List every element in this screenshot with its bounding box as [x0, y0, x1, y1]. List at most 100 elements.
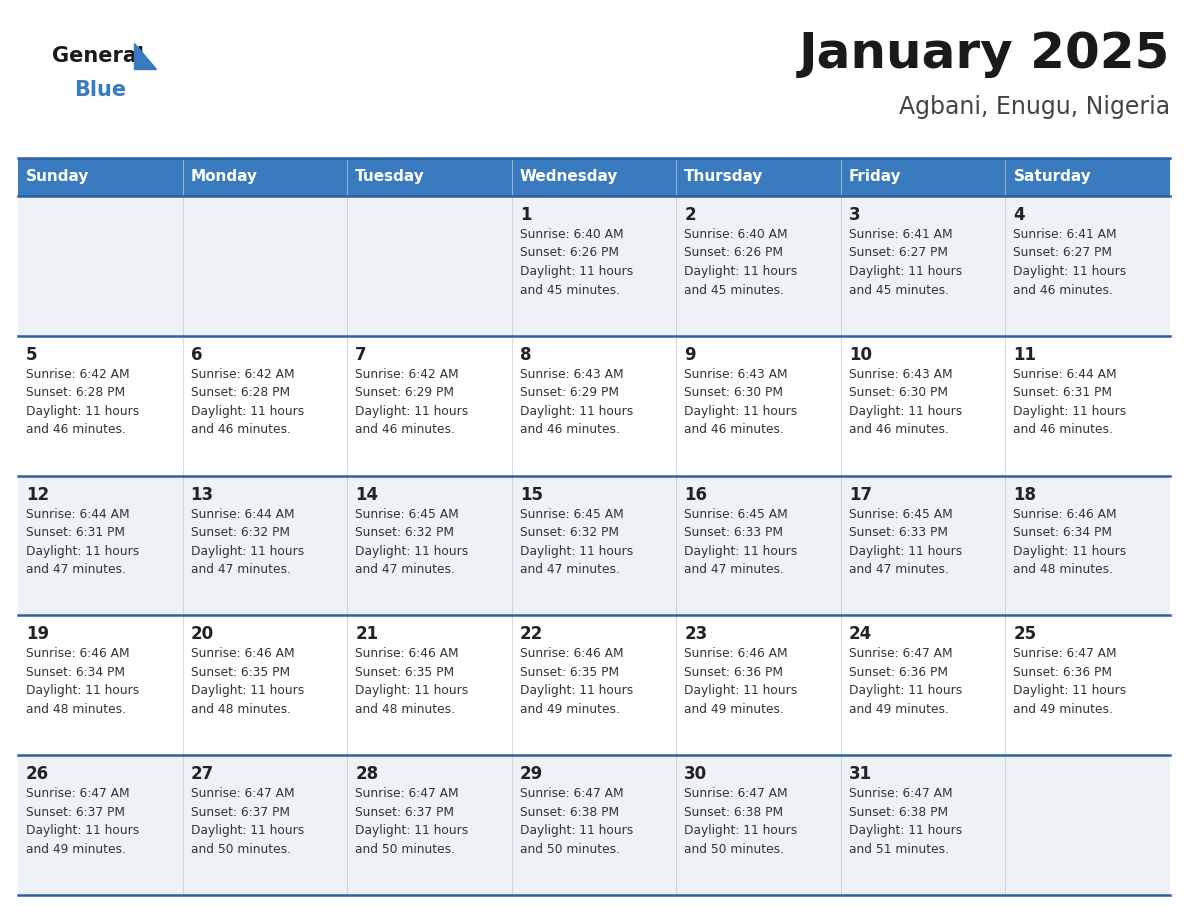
Text: 14: 14	[355, 486, 378, 504]
Bar	[347, 158, 512, 196]
Bar	[841, 615, 1005, 756]
Text: Sunrise: 6:46 AM: Sunrise: 6:46 AM	[519, 647, 624, 660]
Text: Daylight: 11 hours: Daylight: 11 hours	[1013, 405, 1126, 418]
Text: Daylight: 11 hours: Daylight: 11 hours	[355, 685, 468, 698]
Bar	[183, 476, 347, 615]
Text: and 50 minutes.: and 50 minutes.	[519, 843, 620, 856]
Text: and 46 minutes.: and 46 minutes.	[519, 423, 620, 436]
Text: 11: 11	[1013, 346, 1036, 364]
Text: Daylight: 11 hours: Daylight: 11 hours	[849, 265, 962, 278]
Text: and 45 minutes.: and 45 minutes.	[849, 284, 949, 297]
Text: and 46 minutes.: and 46 minutes.	[1013, 423, 1113, 436]
Bar	[347, 336, 512, 476]
Text: Daylight: 11 hours: Daylight: 11 hours	[26, 685, 139, 698]
Text: Sunset: 6:28 PM: Sunset: 6:28 PM	[26, 386, 125, 399]
Bar	[512, 196, 676, 336]
Text: and 45 minutes.: and 45 minutes.	[519, 284, 620, 297]
Bar	[676, 756, 841, 895]
Bar	[18, 756, 183, 895]
Text: Daylight: 11 hours: Daylight: 11 hours	[684, 685, 797, 698]
Bar	[841, 196, 1005, 336]
Text: Daylight: 11 hours: Daylight: 11 hours	[684, 265, 797, 278]
Text: and 47 minutes.: and 47 minutes.	[355, 563, 455, 577]
Text: Sunrise: 6:47 AM: Sunrise: 6:47 AM	[355, 788, 459, 800]
Bar	[347, 615, 512, 756]
Text: Daylight: 11 hours: Daylight: 11 hours	[849, 544, 962, 557]
Text: Tuesday: Tuesday	[355, 170, 425, 185]
Text: Sunset: 6:38 PM: Sunset: 6:38 PM	[684, 806, 783, 819]
Text: Daylight: 11 hours: Daylight: 11 hours	[519, 265, 633, 278]
Bar	[512, 615, 676, 756]
Bar	[841, 476, 1005, 615]
Text: Saturday: Saturday	[1013, 170, 1092, 185]
Bar	[676, 158, 841, 196]
Text: Daylight: 11 hours: Daylight: 11 hours	[1013, 265, 1126, 278]
Bar	[18, 476, 183, 615]
Text: and 47 minutes.: and 47 minutes.	[519, 563, 620, 577]
Text: and 49 minutes.: and 49 minutes.	[1013, 703, 1113, 716]
Text: 16: 16	[684, 486, 707, 504]
Text: Sunrise: 6:40 AM: Sunrise: 6:40 AM	[519, 228, 624, 241]
Text: Wednesday: Wednesday	[519, 170, 618, 185]
Text: Daylight: 11 hours: Daylight: 11 hours	[849, 824, 962, 837]
Text: Sunset: 6:29 PM: Sunset: 6:29 PM	[355, 386, 454, 399]
Bar	[18, 158, 183, 196]
Text: Sunrise: 6:43 AM: Sunrise: 6:43 AM	[519, 368, 624, 381]
Bar	[512, 158, 676, 196]
Text: and 51 minutes.: and 51 minutes.	[849, 843, 949, 856]
Text: and 49 minutes.: and 49 minutes.	[684, 703, 784, 716]
Text: Sunset: 6:34 PM: Sunset: 6:34 PM	[26, 666, 125, 679]
Text: Sunrise: 6:47 AM: Sunrise: 6:47 AM	[190, 788, 295, 800]
Text: 22: 22	[519, 625, 543, 644]
Text: Sunrise: 6:43 AM: Sunrise: 6:43 AM	[849, 368, 953, 381]
Text: Sunset: 6:32 PM: Sunset: 6:32 PM	[519, 526, 619, 539]
Text: Daylight: 11 hours: Daylight: 11 hours	[519, 544, 633, 557]
Text: Thursday: Thursday	[684, 170, 764, 185]
Text: Sunrise: 6:47 AM: Sunrise: 6:47 AM	[26, 788, 129, 800]
Text: Daylight: 11 hours: Daylight: 11 hours	[684, 544, 797, 557]
Text: Sunrise: 6:45 AM: Sunrise: 6:45 AM	[684, 508, 788, 521]
Text: Sunrise: 6:41 AM: Sunrise: 6:41 AM	[1013, 228, 1117, 241]
Text: Daylight: 11 hours: Daylight: 11 hours	[849, 685, 962, 698]
Text: Daylight: 11 hours: Daylight: 11 hours	[26, 824, 139, 837]
Text: Daylight: 11 hours: Daylight: 11 hours	[684, 824, 797, 837]
Text: and 46 minutes.: and 46 minutes.	[1013, 284, 1113, 297]
Text: Daylight: 11 hours: Daylight: 11 hours	[849, 405, 962, 418]
Text: January 2025: January 2025	[798, 30, 1170, 78]
Bar	[183, 756, 347, 895]
Text: Sunrise: 6:45 AM: Sunrise: 6:45 AM	[849, 508, 953, 521]
Text: Sunset: 6:35 PM: Sunset: 6:35 PM	[355, 666, 454, 679]
Text: Sunrise: 6:47 AM: Sunrise: 6:47 AM	[1013, 647, 1117, 660]
Text: Sunrise: 6:46 AM: Sunrise: 6:46 AM	[355, 647, 459, 660]
Text: and 46 minutes.: and 46 minutes.	[684, 423, 784, 436]
Text: 12: 12	[26, 486, 49, 504]
Text: Sunrise: 6:42 AM: Sunrise: 6:42 AM	[355, 368, 459, 381]
Bar	[1005, 196, 1170, 336]
Text: Agbani, Enugu, Nigeria: Agbani, Enugu, Nigeria	[899, 95, 1170, 119]
Bar	[676, 336, 841, 476]
Text: 10: 10	[849, 346, 872, 364]
Bar	[676, 476, 841, 615]
Text: and 49 minutes.: and 49 minutes.	[519, 703, 620, 716]
Bar	[841, 756, 1005, 895]
Text: Sunset: 6:36 PM: Sunset: 6:36 PM	[684, 666, 783, 679]
Text: 4: 4	[1013, 206, 1025, 224]
Text: Sunrise: 6:47 AM: Sunrise: 6:47 AM	[849, 788, 953, 800]
Text: 18: 18	[1013, 486, 1036, 504]
Text: Daylight: 11 hours: Daylight: 11 hours	[1013, 685, 1126, 698]
Text: 20: 20	[190, 625, 214, 644]
Text: Sunset: 6:36 PM: Sunset: 6:36 PM	[849, 666, 948, 679]
Text: Sunset: 6:35 PM: Sunset: 6:35 PM	[519, 666, 619, 679]
Text: Sunrise: 6:45 AM: Sunrise: 6:45 AM	[355, 508, 459, 521]
Text: 26: 26	[26, 766, 49, 783]
Text: Daylight: 11 hours: Daylight: 11 hours	[684, 405, 797, 418]
Text: Sunrise: 6:46 AM: Sunrise: 6:46 AM	[26, 647, 129, 660]
Text: Sunrise: 6:46 AM: Sunrise: 6:46 AM	[684, 647, 788, 660]
Text: Sunset: 6:37 PM: Sunset: 6:37 PM	[190, 806, 290, 819]
Text: Sunrise: 6:41 AM: Sunrise: 6:41 AM	[849, 228, 953, 241]
Text: Monday: Monday	[190, 170, 258, 185]
Bar	[183, 615, 347, 756]
Text: and 48 minutes.: and 48 minutes.	[26, 703, 126, 716]
Text: Daylight: 11 hours: Daylight: 11 hours	[519, 405, 633, 418]
Bar	[18, 336, 183, 476]
